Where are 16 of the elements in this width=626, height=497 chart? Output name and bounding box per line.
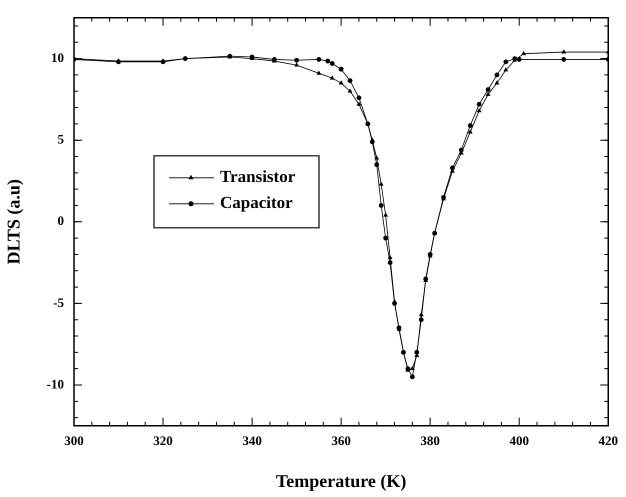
y-axis-title: DLTS (a.u): [3, 179, 24, 264]
y-tick-label: 5: [58, 132, 64, 147]
y-tick-label: 10: [51, 50, 64, 65]
x-tick-label: 380: [420, 432, 440, 448]
y-tick-label: -5: [53, 294, 64, 310]
x-tick-label: 420: [598, 432, 618, 448]
y-tick-label: 0: [58, 213, 64, 228]
y-tick-label: -10: [46, 376, 64, 392]
x-tick-label: 320: [153, 432, 173, 448]
legend-label: Capacitor: [220, 193, 294, 212]
x-tick-label: 360: [331, 432, 351, 448]
x-axis-title: Temperature (K): [276, 470, 406, 491]
x-tick-label: 300: [64, 432, 84, 448]
x-tick-label: 340: [242, 432, 262, 448]
x-tick-label: 400: [509, 432, 529, 448]
legend-label: Transistor: [220, 167, 296, 186]
